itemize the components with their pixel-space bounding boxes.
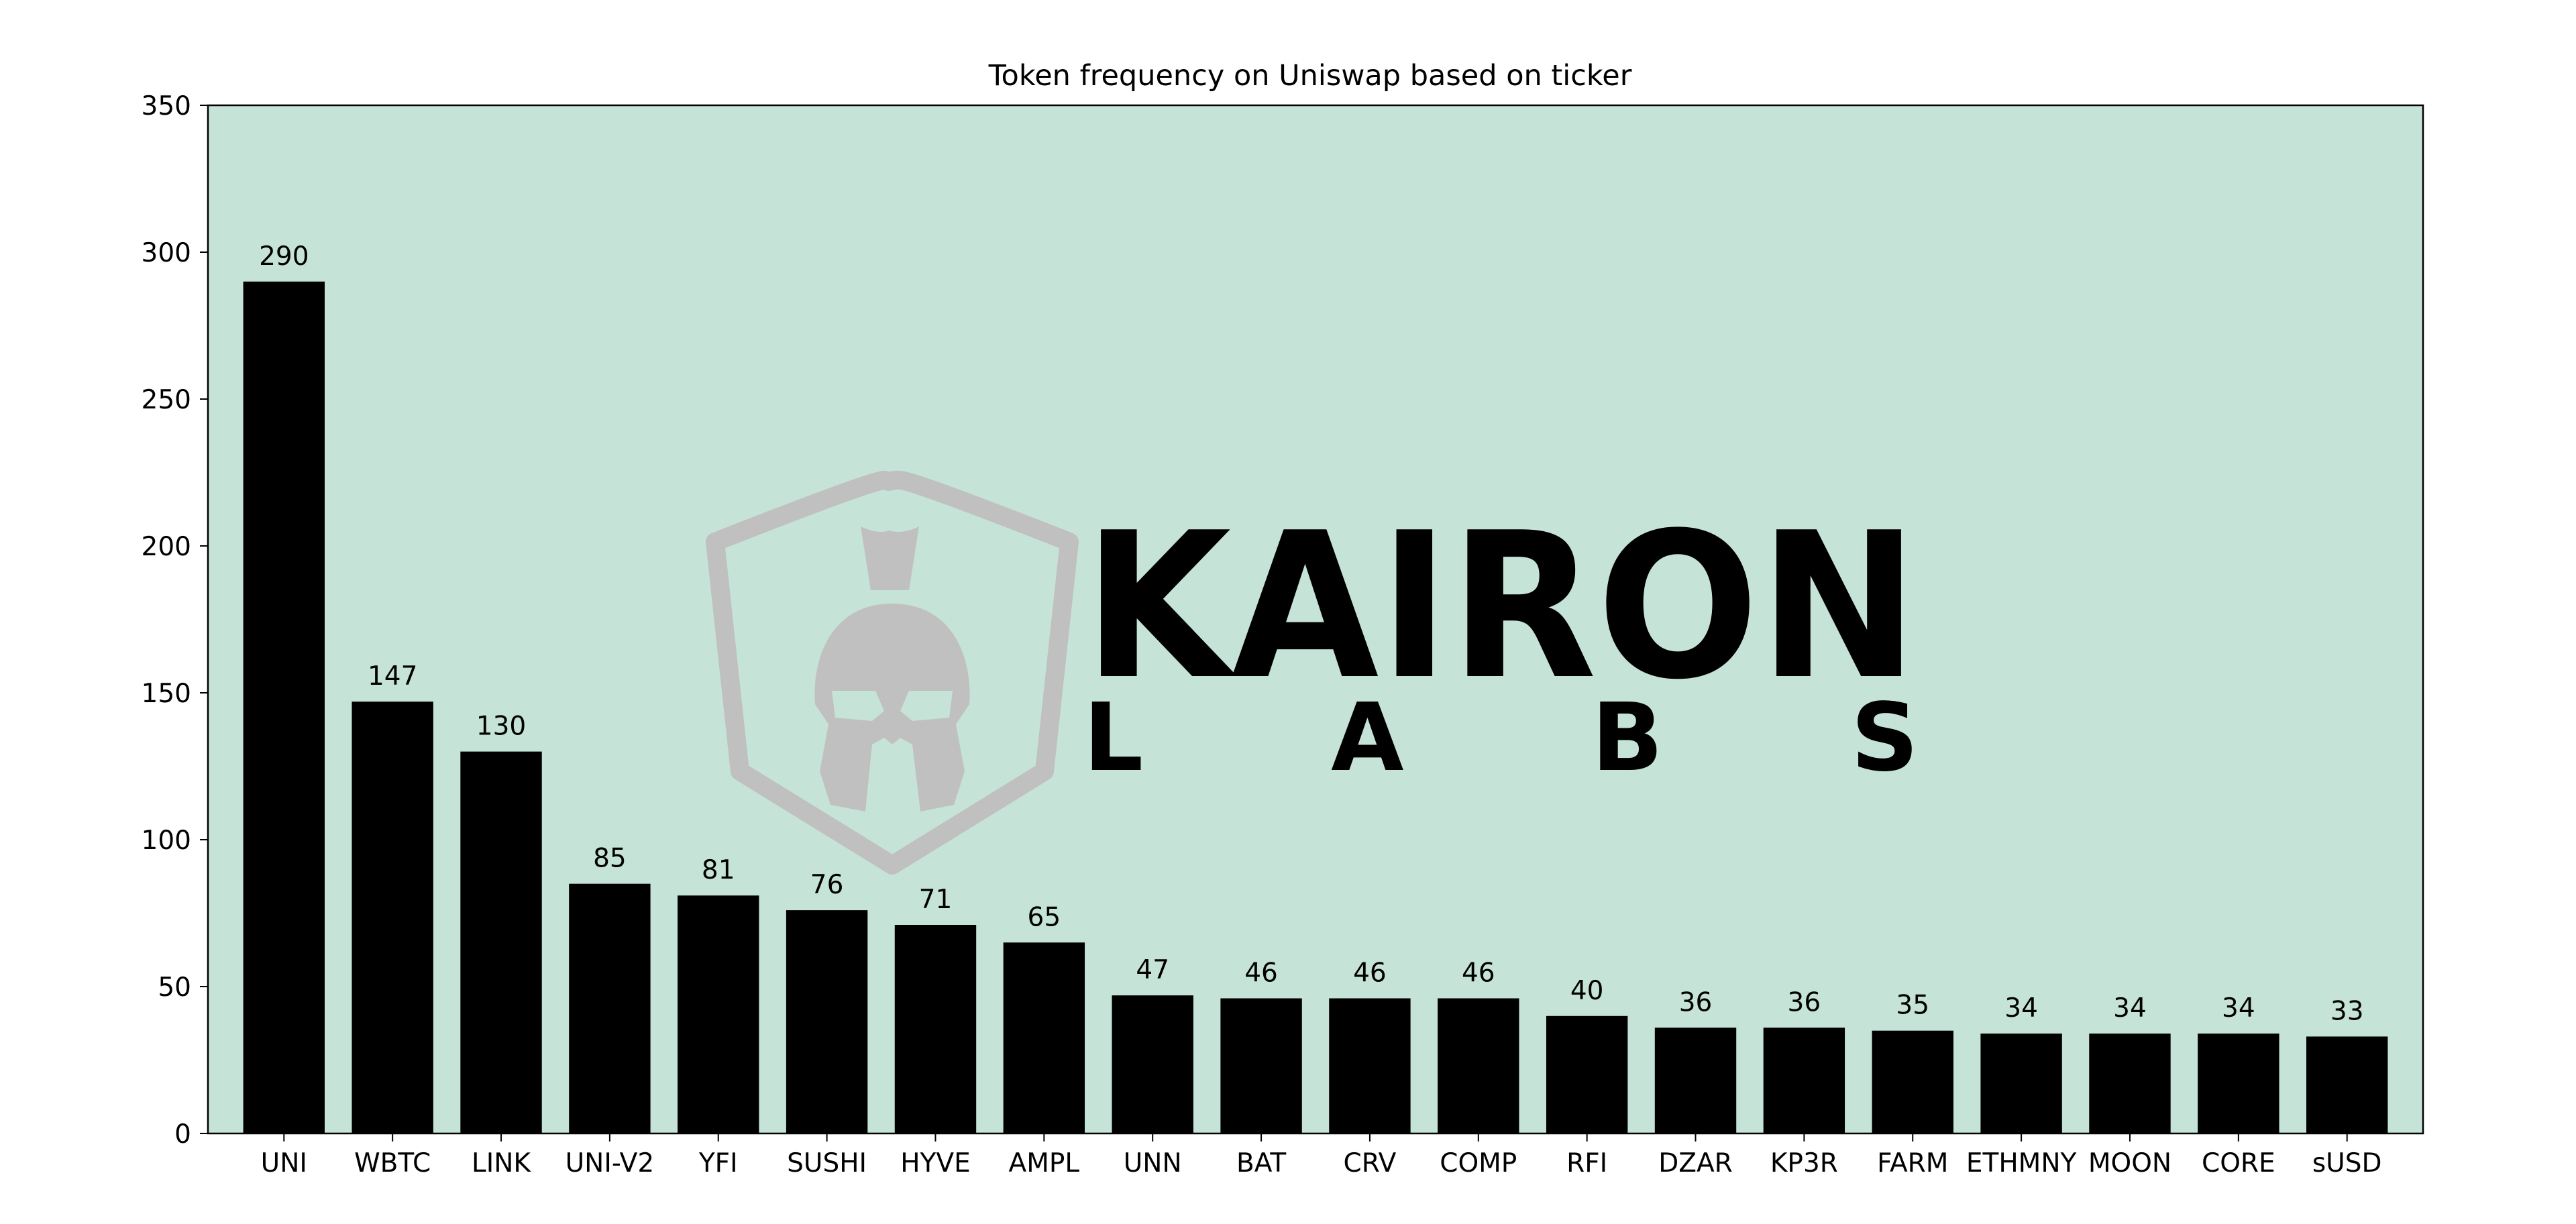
bar-ampl xyxy=(1003,942,1085,1133)
x-tick-label-dzar: DZAR xyxy=(1658,1148,1733,1178)
x-tick-label-unn: UNN xyxy=(1124,1148,1182,1178)
y-tick-label-0: 0 xyxy=(174,1119,191,1150)
y-tick-label-250: 250 xyxy=(142,385,191,415)
bar-ethmny xyxy=(1980,1034,2062,1133)
bar-moon xyxy=(2089,1034,2171,1133)
data-label-core: 34 xyxy=(2222,993,2255,1023)
x-tick-label-crv: CRV xyxy=(1343,1148,1396,1178)
x-axis: UNI WBTC LINK UNI-V2 YFI SUSHI HYVE AMPL UNN BAT C… xyxy=(261,1133,2382,1178)
bar-hyve xyxy=(894,925,977,1133)
y-tick-label-350: 350 xyxy=(142,91,191,121)
x-tick-label-susd: sUSD xyxy=(2312,1148,2382,1178)
x-tick-label-farm: FARM xyxy=(1877,1148,1948,1178)
data-label-farm: 35 xyxy=(1896,991,1929,1021)
bar-comp xyxy=(1438,998,1519,1133)
spartan-helmet-shield-icon xyxy=(706,470,1079,875)
data-label-comp: 46 xyxy=(1462,958,1495,989)
y-tick-label-200: 200 xyxy=(142,532,191,562)
bar-core xyxy=(2198,1034,2279,1133)
bar-wbtc xyxy=(352,702,433,1133)
bar-uni xyxy=(243,281,325,1133)
x-tick-label-wbtc: WBTC xyxy=(354,1148,431,1178)
x-tick-label-uni: UNI xyxy=(261,1148,307,1178)
data-label-moon: 34 xyxy=(2113,993,2147,1023)
x-tick-label-ethmny: ETHMNY xyxy=(1966,1148,2077,1178)
data-label-uni-v2: 85 xyxy=(593,844,627,874)
x-tick-label-uni-v2: UNI-V2 xyxy=(566,1148,655,1178)
watermark-brand: KAIRON xyxy=(1083,490,1919,724)
data-label-ethmny: 34 xyxy=(2004,993,2038,1023)
y-tick-label-50: 50 xyxy=(158,972,191,1003)
data-labels-layer: 290 147 130 85 81 76 71 65 47 46 46 46 40 36 36 35 34 34 3… xyxy=(259,241,2363,1027)
data-label-unn: 47 xyxy=(1136,955,1169,985)
bar-kp3r xyxy=(1763,1027,1845,1133)
bar-dzar xyxy=(1654,1027,1737,1133)
x-tick-label-rfi: RFI xyxy=(1566,1148,1607,1178)
x-tick-label-ampl: AMPL xyxy=(1009,1148,1080,1178)
data-label-susd: 33 xyxy=(2330,996,2364,1026)
plot-frame xyxy=(207,104,2424,1135)
data-label-sushi: 76 xyxy=(810,870,844,900)
y-tick-label-150: 150 xyxy=(142,679,191,709)
y-tick-label-300: 300 xyxy=(142,238,191,268)
chart-title: Token frequency on Uniswap based on tick… xyxy=(988,59,1632,93)
data-label-dzar: 36 xyxy=(1679,987,1713,1017)
x-tick-label-kp3r: KP3R xyxy=(1770,1148,1838,1178)
bar-farm xyxy=(1872,1030,1953,1133)
data-label-hyve: 71 xyxy=(919,885,953,915)
data-label-crv: 46 xyxy=(1353,958,1387,989)
data-label-yfi: 81 xyxy=(702,855,735,885)
bar-yfi xyxy=(678,895,759,1133)
bar-unn xyxy=(1112,995,1193,1133)
x-tick-label-link: LINK xyxy=(472,1148,531,1178)
bar-bat xyxy=(1220,998,1302,1133)
bars-layer xyxy=(243,281,2388,1133)
bar-crv xyxy=(1329,998,1411,1133)
x-tick-label-moon: MOON xyxy=(2088,1148,2171,1178)
x-tick-label-comp: COMP xyxy=(1440,1148,1517,1178)
bar-uni-v2 xyxy=(569,883,651,1133)
data-label-uni: 290 xyxy=(259,241,309,272)
data-label-bat: 46 xyxy=(1244,958,1278,989)
data-label-kp3r: 36 xyxy=(1788,987,1821,1017)
x-tick-label-hyve: HYVE xyxy=(900,1148,970,1178)
x-tick-label-yfi: YFI xyxy=(698,1148,738,1178)
bar-rfi xyxy=(1546,1015,1628,1133)
bar-susd xyxy=(2306,1036,2388,1133)
bar-link xyxy=(460,751,542,1133)
x-tick-label-bat: BAT xyxy=(1236,1148,1286,1178)
data-label-link: 130 xyxy=(476,712,526,742)
x-tick-label-core: CORE xyxy=(2202,1148,2275,1178)
data-label-rfi: 40 xyxy=(1570,976,1604,1006)
x-tick-label-sushi: SUSHI xyxy=(787,1148,867,1178)
data-label-ampl: 65 xyxy=(1028,902,1061,932)
y-axis: 0 50 100 150 200 250 300 350 xyxy=(142,91,208,1150)
y-tick-label-100: 100 xyxy=(142,826,191,856)
bar-sushi xyxy=(786,910,868,1133)
data-label-wbtc: 147 xyxy=(368,661,417,691)
